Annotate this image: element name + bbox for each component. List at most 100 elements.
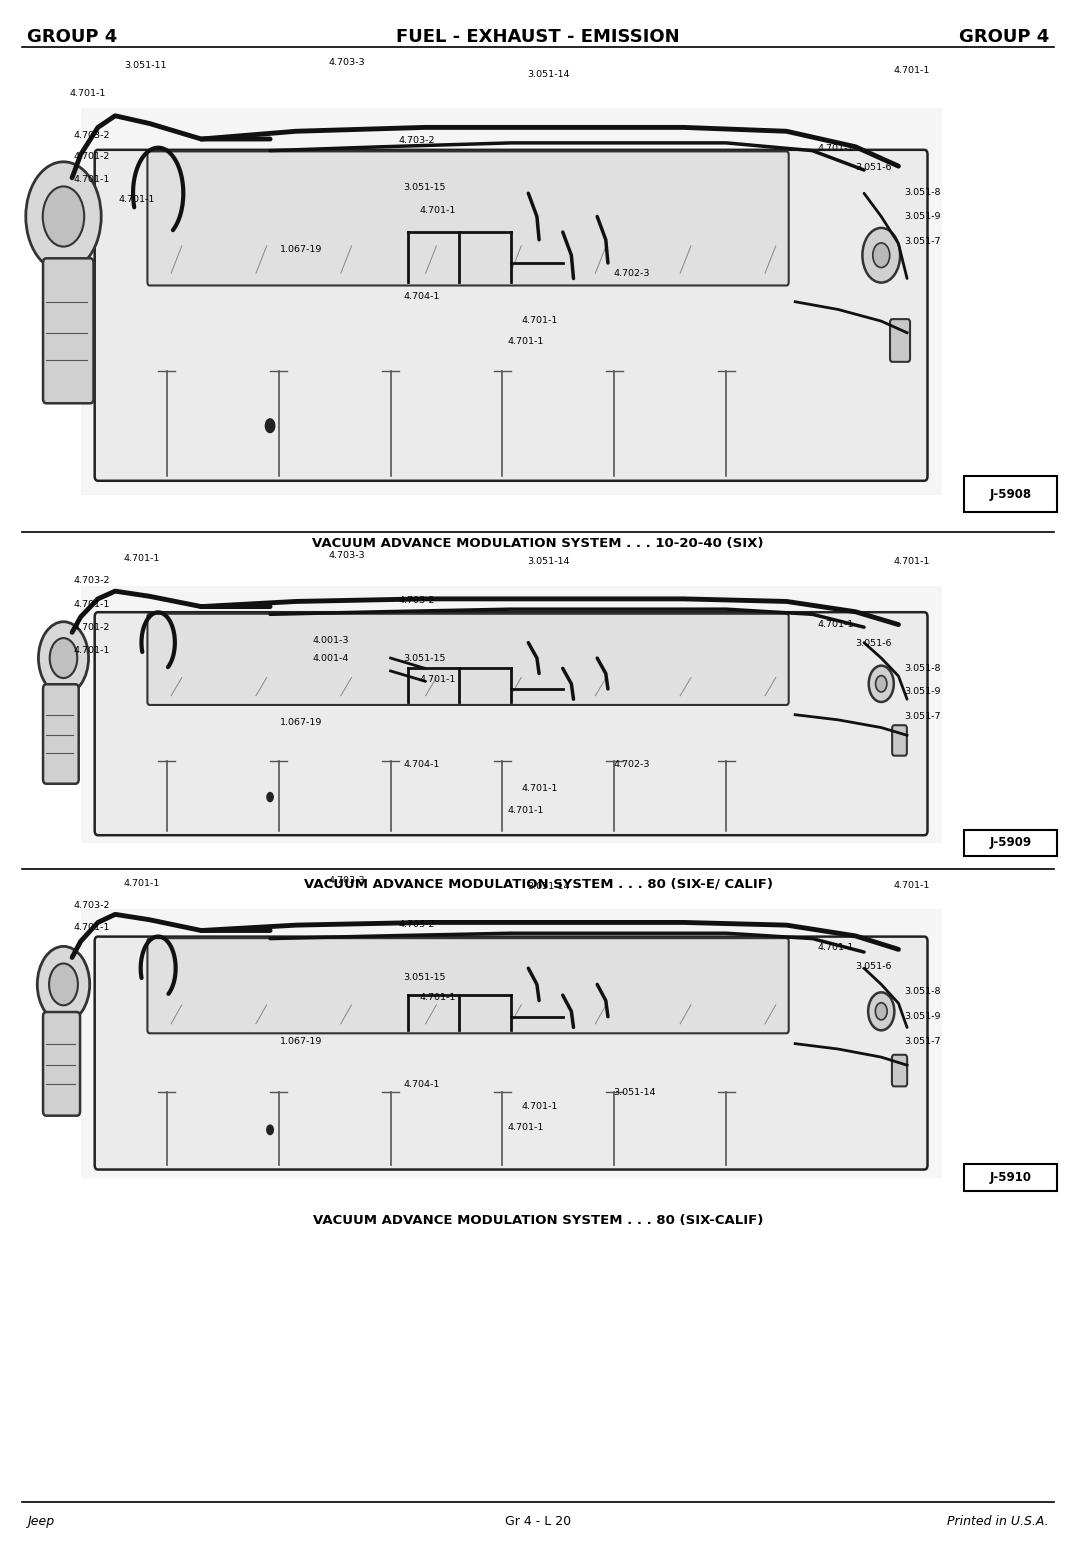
Text: 3.051-11: 3.051-11	[124, 61, 166, 70]
Text: 3.051-9: 3.051-9	[904, 212, 940, 222]
Text: 3.051-6: 3.051-6	[855, 962, 892, 971]
Text: GROUP 4: GROUP 4	[27, 28, 117, 47]
Circle shape	[267, 1125, 273, 1135]
Text: 4.701-1: 4.701-1	[508, 337, 544, 347]
Circle shape	[26, 162, 101, 272]
Text: 4.701-1: 4.701-1	[818, 620, 854, 629]
Text: 3.051-14: 3.051-14	[613, 1088, 655, 1097]
Text: 4.701-2: 4.701-2	[73, 623, 110, 632]
Text: 3.051-7: 3.051-7	[904, 1037, 940, 1046]
Text: VACUUM ADVANCE MODULATION SYSTEM . . . 10-20-40 (SIX): VACUUM ADVANCE MODULATION SYSTEM . . . 1…	[312, 537, 764, 549]
Text: 4.701-1: 4.701-1	[508, 805, 544, 815]
Text: Gr 4 - L 20: Gr 4 - L 20	[505, 1516, 571, 1528]
Text: 3.051-8: 3.051-8	[904, 987, 940, 996]
Circle shape	[43, 186, 84, 247]
Text: 4.703-2: 4.703-2	[398, 919, 435, 929]
Text: 3.051-15: 3.051-15	[404, 973, 445, 982]
FancyBboxPatch shape	[964, 830, 1057, 855]
Bar	[81, 909, 942, 1179]
Text: 3.051-14: 3.051-14	[527, 882, 569, 891]
Text: 4.701-1: 4.701-1	[522, 784, 558, 793]
Text: 4.701-1: 4.701-1	[420, 206, 456, 215]
FancyBboxPatch shape	[964, 1165, 1057, 1191]
Text: 4.701-1: 4.701-1	[73, 599, 110, 609]
Text: 4.701-1: 4.701-1	[73, 175, 110, 184]
Text: 4.704-1: 4.704-1	[404, 1080, 440, 1090]
Text: 4.704-1: 4.704-1	[404, 760, 440, 770]
Text: 3.051-8: 3.051-8	[904, 663, 940, 673]
Text: 4.701-1: 4.701-1	[522, 315, 558, 325]
Text: 4.701-1: 4.701-1	[73, 646, 110, 656]
Text: 4.701-1: 4.701-1	[420, 993, 456, 1002]
Text: 4.701-1: 4.701-1	[508, 1122, 544, 1132]
Text: FUEL - EXHAUST - EMISSION: FUEL - EXHAUST - EMISSION	[396, 28, 680, 47]
Text: 3.051-15: 3.051-15	[404, 183, 445, 192]
Text: 4.703-3: 4.703-3	[328, 551, 365, 560]
Circle shape	[49, 638, 77, 677]
Text: 4.701-1: 4.701-1	[70, 89, 107, 98]
Text: 4.701-2: 4.701-2	[73, 151, 110, 161]
Text: Jeep: Jeep	[27, 1516, 54, 1528]
FancyBboxPatch shape	[43, 1012, 80, 1116]
Text: 3.051-15: 3.051-15	[404, 654, 445, 663]
Circle shape	[873, 244, 890, 267]
Text: 4.702-3: 4.702-3	[613, 268, 650, 278]
Text: 3.051-8: 3.051-8	[904, 187, 940, 197]
Text: 3.051-6: 3.051-6	[855, 638, 892, 648]
FancyBboxPatch shape	[892, 1055, 907, 1086]
Text: J-5909: J-5909	[989, 837, 1032, 849]
Circle shape	[862, 228, 901, 283]
FancyBboxPatch shape	[95, 150, 928, 481]
Text: 3.051-7: 3.051-7	[904, 712, 940, 721]
Text: 3.051-9: 3.051-9	[904, 687, 940, 696]
Circle shape	[876, 676, 887, 692]
Text: 4.001-3: 4.001-3	[312, 635, 349, 645]
Text: J-5910: J-5910	[989, 1171, 1032, 1185]
Text: 4.701-1: 4.701-1	[124, 554, 160, 564]
Circle shape	[266, 418, 274, 432]
Text: 3.051-6: 3.051-6	[855, 162, 892, 172]
Text: VACUUM ADVANCE MODULATION SYSTEM . . . 80 (SIX-E/ CALIF): VACUUM ADVANCE MODULATION SYSTEM . . . 8…	[303, 877, 773, 890]
Text: 4.701-1: 4.701-1	[818, 943, 854, 952]
Circle shape	[49, 963, 77, 1005]
Circle shape	[868, 993, 894, 1030]
Text: 4.701-1: 4.701-1	[818, 144, 854, 153]
Text: 4.701-1: 4.701-1	[522, 1102, 558, 1111]
Text: 4.703-3: 4.703-3	[328, 58, 365, 67]
Text: 4.703-2: 4.703-2	[398, 596, 435, 606]
Text: 4.703-2: 4.703-2	[73, 901, 110, 910]
Text: 4.701-1: 4.701-1	[73, 923, 110, 932]
FancyBboxPatch shape	[892, 726, 907, 756]
Text: VACUUM ADVANCE MODULATION SYSTEM . . . 80 (SIX-CALIF): VACUUM ADVANCE MODULATION SYSTEM . . . 8…	[313, 1214, 763, 1227]
Bar	[81, 585, 942, 843]
Text: 4.701-1: 4.701-1	[420, 674, 456, 684]
Text: 4.701-1: 4.701-1	[893, 880, 930, 890]
Text: 1.067-19: 1.067-19	[280, 245, 322, 254]
Circle shape	[38, 946, 89, 1022]
Bar	[81, 108, 942, 495]
FancyBboxPatch shape	[964, 476, 1057, 512]
FancyBboxPatch shape	[43, 684, 79, 784]
Text: J-5908: J-5908	[989, 489, 1032, 501]
Circle shape	[876, 1002, 887, 1019]
Text: 3.051-14: 3.051-14	[527, 557, 569, 567]
Text: 1.067-19: 1.067-19	[280, 718, 322, 727]
Circle shape	[39, 621, 88, 695]
Circle shape	[267, 793, 273, 802]
Circle shape	[868, 665, 894, 702]
Text: GROUP 4: GROUP 4	[959, 28, 1049, 47]
FancyBboxPatch shape	[147, 938, 789, 1033]
FancyBboxPatch shape	[147, 151, 789, 286]
FancyBboxPatch shape	[890, 318, 910, 362]
Text: 4.703-3: 4.703-3	[328, 876, 365, 885]
Text: 4.001-4: 4.001-4	[312, 654, 349, 663]
Text: 3.051-7: 3.051-7	[904, 237, 940, 247]
Text: 3.051-9: 3.051-9	[904, 1012, 940, 1021]
Text: 4.701-1: 4.701-1	[893, 557, 930, 567]
FancyBboxPatch shape	[43, 258, 94, 403]
FancyBboxPatch shape	[95, 937, 928, 1169]
Text: 1.067-19: 1.067-19	[280, 1037, 322, 1046]
Text: 4.703-2: 4.703-2	[73, 131, 110, 140]
Text: 3.051-14: 3.051-14	[527, 70, 569, 80]
FancyBboxPatch shape	[95, 612, 928, 835]
